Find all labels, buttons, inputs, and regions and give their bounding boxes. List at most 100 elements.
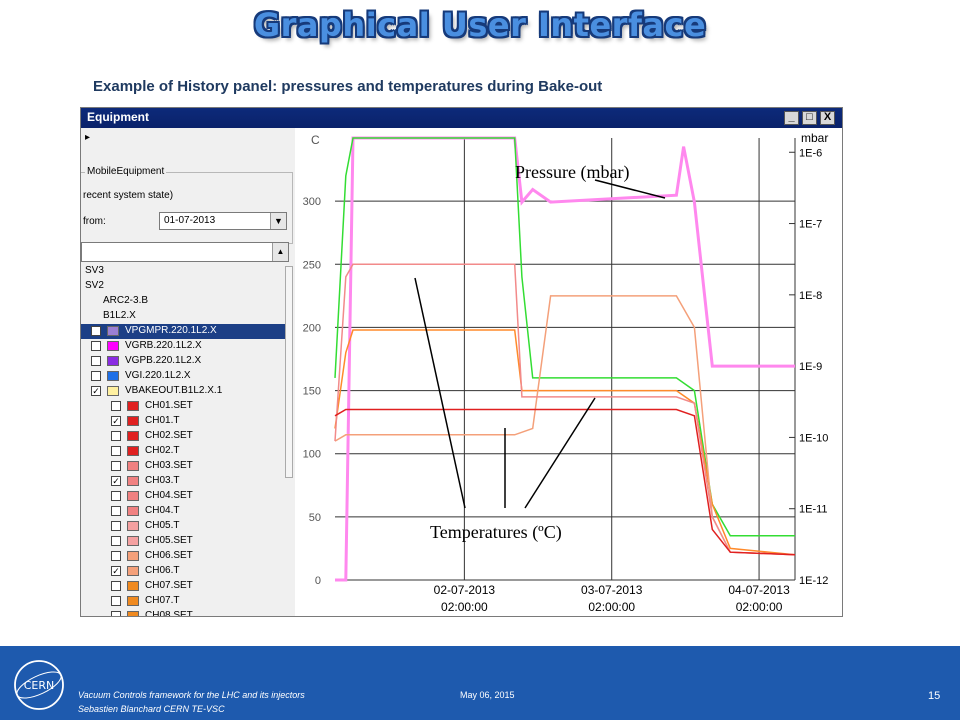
- color-swatch: [127, 551, 139, 561]
- checkbox[interactable]: [111, 401, 121, 411]
- checkbox[interactable]: [111, 446, 121, 456]
- checkbox[interactable]: [111, 596, 121, 606]
- tree-item[interactable]: CH04.SET: [81, 489, 285, 504]
- window-title: Equipment: [87, 110, 149, 124]
- tree-item-label: CH07.T: [145, 595, 180, 606]
- tree-item[interactable]: CH07.SET: [81, 579, 285, 594]
- tree-item-label: CH04.SET: [145, 490, 193, 501]
- tree-item[interactable]: SV2: [81, 279, 285, 294]
- series-line-4: [334, 263, 796, 556]
- equipment-panel: ▸ MobileEquipment recent system state) f…: [81, 128, 295, 617]
- tree-item[interactable]: CH05.SET: [81, 534, 285, 549]
- tree-scrollbar[interactable]: [285, 266, 293, 478]
- right-tick-label: 1E-11: [799, 504, 828, 516]
- filter-input[interactable]: ▲: [81, 242, 289, 262]
- checkbox[interactable]: [111, 536, 121, 546]
- color-swatch: [127, 596, 139, 606]
- slide-title: Graphical User Interface: [253, 6, 707, 44]
- color-swatch: [107, 386, 119, 396]
- close-button[interactable]: X: [820, 111, 835, 125]
- tree-item[interactable]: VGRB.220.1L2.X: [81, 339, 285, 354]
- tree-item-label: CH02.SET: [145, 430, 193, 441]
- left-tick-label: 300: [303, 196, 321, 208]
- right-axis-label: mbar: [801, 131, 828, 145]
- expand-arrow-icon[interactable]: ▸: [85, 132, 91, 143]
- equipment-tree: SV3 SV2 ARC2-3.B B1L2.X ✓ VPGMPR.220.1L2.X VGR…: [81, 264, 285, 617]
- x-tick-time: 02:00:00: [736, 600, 783, 614]
- tree-item[interactable]: VGI.220.1L2.X: [81, 369, 285, 384]
- checkbox[interactable]: [111, 431, 121, 441]
- scroll-up-icon[interactable]: ▲: [272, 243, 288, 261]
- tree-item[interactable]: ✓ CH06.T: [81, 564, 285, 579]
- tree-item[interactable]: CH06.SET: [81, 549, 285, 564]
- left-tick-label: 0: [315, 575, 321, 587]
- pressure-arrow: [594, 179, 666, 199]
- color-swatch: [127, 506, 139, 516]
- left-tick-label: 200: [303, 322, 321, 334]
- color-swatch: [107, 326, 119, 336]
- left-tick-label: 150: [303, 386, 321, 398]
- minimize-button[interactable]: _: [784, 111, 799, 125]
- checkbox[interactable]: ✓: [111, 566, 121, 576]
- tree-item[interactable]: ARC2-3.B: [81, 294, 285, 309]
- page-number: 15: [928, 690, 941, 702]
- checkbox[interactable]: [111, 581, 121, 591]
- right-tick-label: 1E-6: [799, 147, 822, 159]
- checkbox[interactable]: [91, 371, 101, 381]
- tree-item[interactable]: ✓ CH03.T: [81, 474, 285, 489]
- tree-item-label: CH08.SET: [145, 610, 193, 617]
- right-tick-label: 1E-12: [799, 575, 828, 587]
- tree-item[interactable]: CH07.T: [81, 594, 285, 609]
- series-line-1: [334, 137, 795, 537]
- recent-state-label: recent system state): [83, 190, 174, 201]
- checkbox[interactable]: ✓: [111, 476, 121, 486]
- checkbox[interactable]: [111, 611, 121, 616]
- tree-item[interactable]: ✓ CH01.T: [81, 414, 285, 429]
- tree-item[interactable]: B1L2.X: [81, 309, 285, 324]
- tree-item[interactable]: CH05.T: [81, 519, 285, 534]
- from-date-value: 01-07-2013: [164, 215, 216, 226]
- color-swatch: [107, 356, 119, 366]
- tree-item-label: CH07.SET: [145, 580, 193, 591]
- maximize-button[interactable]: □: [802, 111, 817, 125]
- color-swatch: [127, 461, 139, 471]
- checkbox[interactable]: [111, 506, 121, 516]
- tree-item[interactable]: ✓ VPGMPR.220.1L2.X: [81, 324, 285, 339]
- checkbox[interactable]: [111, 551, 121, 561]
- tree-item[interactable]: CH04.T: [81, 504, 285, 519]
- tree-item-label: SV2: [85, 280, 104, 291]
- color-swatch: [127, 446, 139, 456]
- series-line-5: [334, 408, 796, 556]
- tree-item[interactable]: VGPB.220.1L2.X: [81, 354, 285, 369]
- checkbox[interactable]: [111, 461, 121, 471]
- tree-item-label: CH05.SET: [145, 535, 193, 546]
- tree-item[interactable]: CH08.SET: [81, 609, 285, 617]
- checkbox[interactable]: [111, 491, 121, 501]
- right-tick-label: 1E-7: [799, 219, 822, 231]
- checkbox[interactable]: [91, 356, 101, 366]
- color-swatch: [127, 581, 139, 591]
- tree-item-label: CH01.SET: [145, 400, 193, 411]
- checkbox[interactable]: ✓: [111, 416, 121, 426]
- color-swatch: [107, 371, 119, 381]
- tree-item-label: VGPB.220.1L2.X: [125, 355, 202, 366]
- checkbox[interactable]: [91, 341, 101, 351]
- temperatures-annotation: Temperatures (ºC): [430, 522, 562, 543]
- checkbox[interactable]: ✓: [91, 386, 101, 396]
- tree-item-label: CH02.T: [145, 445, 180, 456]
- checkbox[interactable]: [111, 521, 121, 531]
- tree-item[interactable]: CH03.SET: [81, 459, 285, 474]
- tree-item[interactable]: SV3: [81, 264, 285, 279]
- tree-item-label: CH06.SET: [145, 550, 193, 561]
- tree-item[interactable]: CH01.SET: [81, 399, 285, 414]
- x-tick-time: 02:00:00: [441, 600, 488, 614]
- tree-item[interactable]: CH02.T: [81, 444, 285, 459]
- color-swatch: [127, 491, 139, 501]
- tree-item[interactable]: ✓ VBAKEOUT.B1L2.X.1: [81, 384, 285, 399]
- tree-item[interactable]: CH02.SET: [81, 429, 285, 444]
- chevron-down-icon[interactable]: ▼: [270, 213, 286, 229]
- x-tick-date: 02-07-2013: [434, 583, 496, 597]
- from-date-field[interactable]: 01-07-2013 ▼: [159, 212, 287, 230]
- footer-line1: Vacuum Controls framework for the LHC an…: [78, 690, 305, 700]
- checkbox[interactable]: ✓: [91, 326, 101, 336]
